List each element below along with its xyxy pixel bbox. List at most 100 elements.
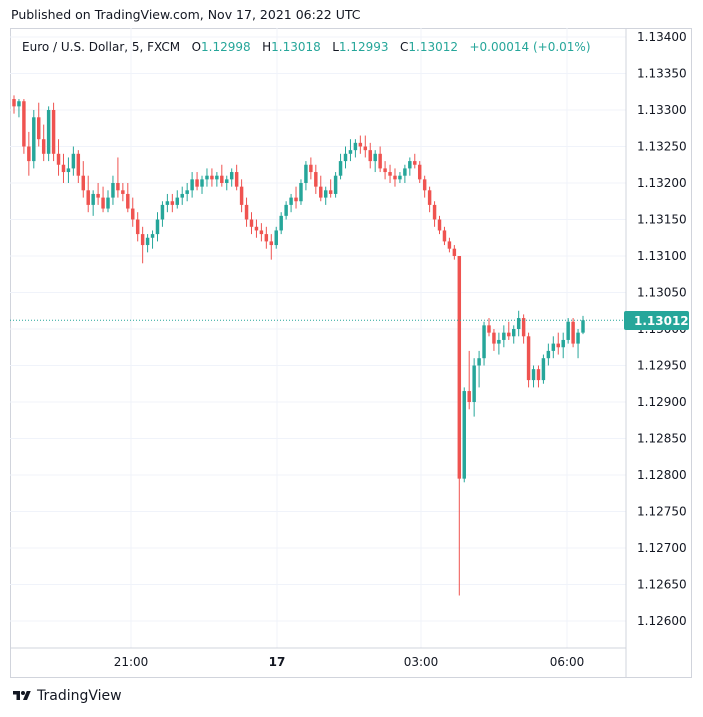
candle (363, 135, 368, 158)
candle-body (96, 193, 100, 198)
candle (472, 358, 476, 417)
candle-body (338, 161, 343, 176)
candle (126, 183, 130, 213)
candle-body (289, 197, 293, 205)
time-axis[interactable]: 21:00 17 03:00 06:00 (114, 655, 585, 669)
candle (492, 329, 496, 351)
candle (244, 197, 249, 227)
candle-body (576, 332, 580, 344)
candle-body (175, 197, 180, 205)
candle-body (452, 248, 457, 256)
candle-body (165, 201, 170, 205)
high-value: 1.13018 (271, 40, 321, 54)
candle (521, 314, 526, 344)
candle-body (210, 175, 214, 180)
candle-body (447, 241, 452, 249)
candle-body (531, 369, 536, 381)
candle-body (541, 358, 546, 381)
candle (51, 102, 56, 162)
price-axis[interactable]: 1.13400 1.13350 1.13300 1.13250 1.13200 1.131… (637, 30, 687, 628)
candle (556, 332, 560, 355)
candle-body (195, 179, 199, 187)
candle-body (551, 343, 556, 351)
candle-body (304, 164, 308, 183)
candle-body (234, 172, 239, 187)
time-tick-label: 06:00 (550, 655, 585, 669)
price-tick-label: 1.13250 (637, 140, 687, 154)
candle-body (581, 320, 585, 333)
candle (353, 139, 358, 158)
candle (274, 226, 278, 249)
candle-body (422, 179, 427, 191)
price-tick-label: 1.13350 (637, 67, 687, 81)
candle-body (487, 325, 491, 333)
candle-body (437, 219, 442, 231)
price-tick-label: 1.13100 (637, 249, 687, 263)
candle-body (269, 241, 274, 246)
candle (12, 95, 16, 114)
candle (121, 183, 125, 202)
candle-body (398, 175, 402, 180)
candle-body (66, 168, 71, 173)
candle (531, 365, 536, 388)
candle-body (309, 164, 313, 173)
candle-body (299, 183, 303, 202)
candle-body (566, 321, 570, 340)
candle (333, 172, 338, 198)
candle (383, 161, 387, 180)
candle (487, 318, 491, 337)
candle-body (12, 99, 16, 107)
candle-body (170, 201, 175, 205)
candle (66, 157, 71, 183)
candle (502, 325, 506, 348)
price-tick-label: 1.12650 (637, 578, 687, 592)
candle (338, 153, 343, 180)
candle (150, 230, 155, 249)
symbol-label[interactable]: Euro / U.S. Dollar, 5, FXCM (22, 40, 181, 54)
candle (422, 175, 427, 198)
time-tick-label: 17 (269, 655, 286, 669)
candle (536, 365, 541, 388)
tradingview-brand[interactable]: TradingView (11, 688, 122, 704)
candle (27, 131, 31, 176)
price-tick-label: 1.12700 (637, 541, 687, 555)
candle-body (507, 332, 511, 337)
candle-body (358, 142, 363, 147)
candle (56, 139, 61, 176)
last-price-tag: 1.13012 (624, 311, 689, 330)
candle-body (190, 179, 194, 191)
candle-body (408, 161, 412, 169)
candle (131, 197, 135, 227)
price-tick-label: 1.12750 (637, 505, 687, 519)
candle (566, 318, 570, 344)
candle-body (220, 175, 224, 183)
candle (180, 186, 184, 205)
candle (37, 102, 41, 147)
candle (393, 168, 397, 187)
candle-body (91, 193, 95, 205)
candle-body (27, 146, 31, 162)
candle-body (254, 226, 259, 231)
candle-body (383, 168, 387, 173)
candle-body (264, 234, 269, 242)
candle-body (71, 153, 76, 169)
candle-body (388, 172, 392, 176)
low-label: L (332, 40, 339, 54)
candle-body (131, 208, 135, 220)
candle-body (516, 318, 521, 329)
candle (160, 201, 165, 227)
candle (447, 237, 452, 253)
candle-body (116, 183, 120, 191)
candle-body (442, 230, 447, 242)
candle-body (22, 101, 26, 147)
candle-body (319, 186, 323, 198)
candle (482, 321, 486, 366)
candle (452, 245, 457, 260)
candle (477, 350, 481, 388)
candle (413, 153, 417, 169)
candle (442, 226, 447, 246)
candle-body (378, 153, 382, 169)
candle (86, 175, 90, 213)
time-tick-label: 21:00 (114, 655, 149, 669)
